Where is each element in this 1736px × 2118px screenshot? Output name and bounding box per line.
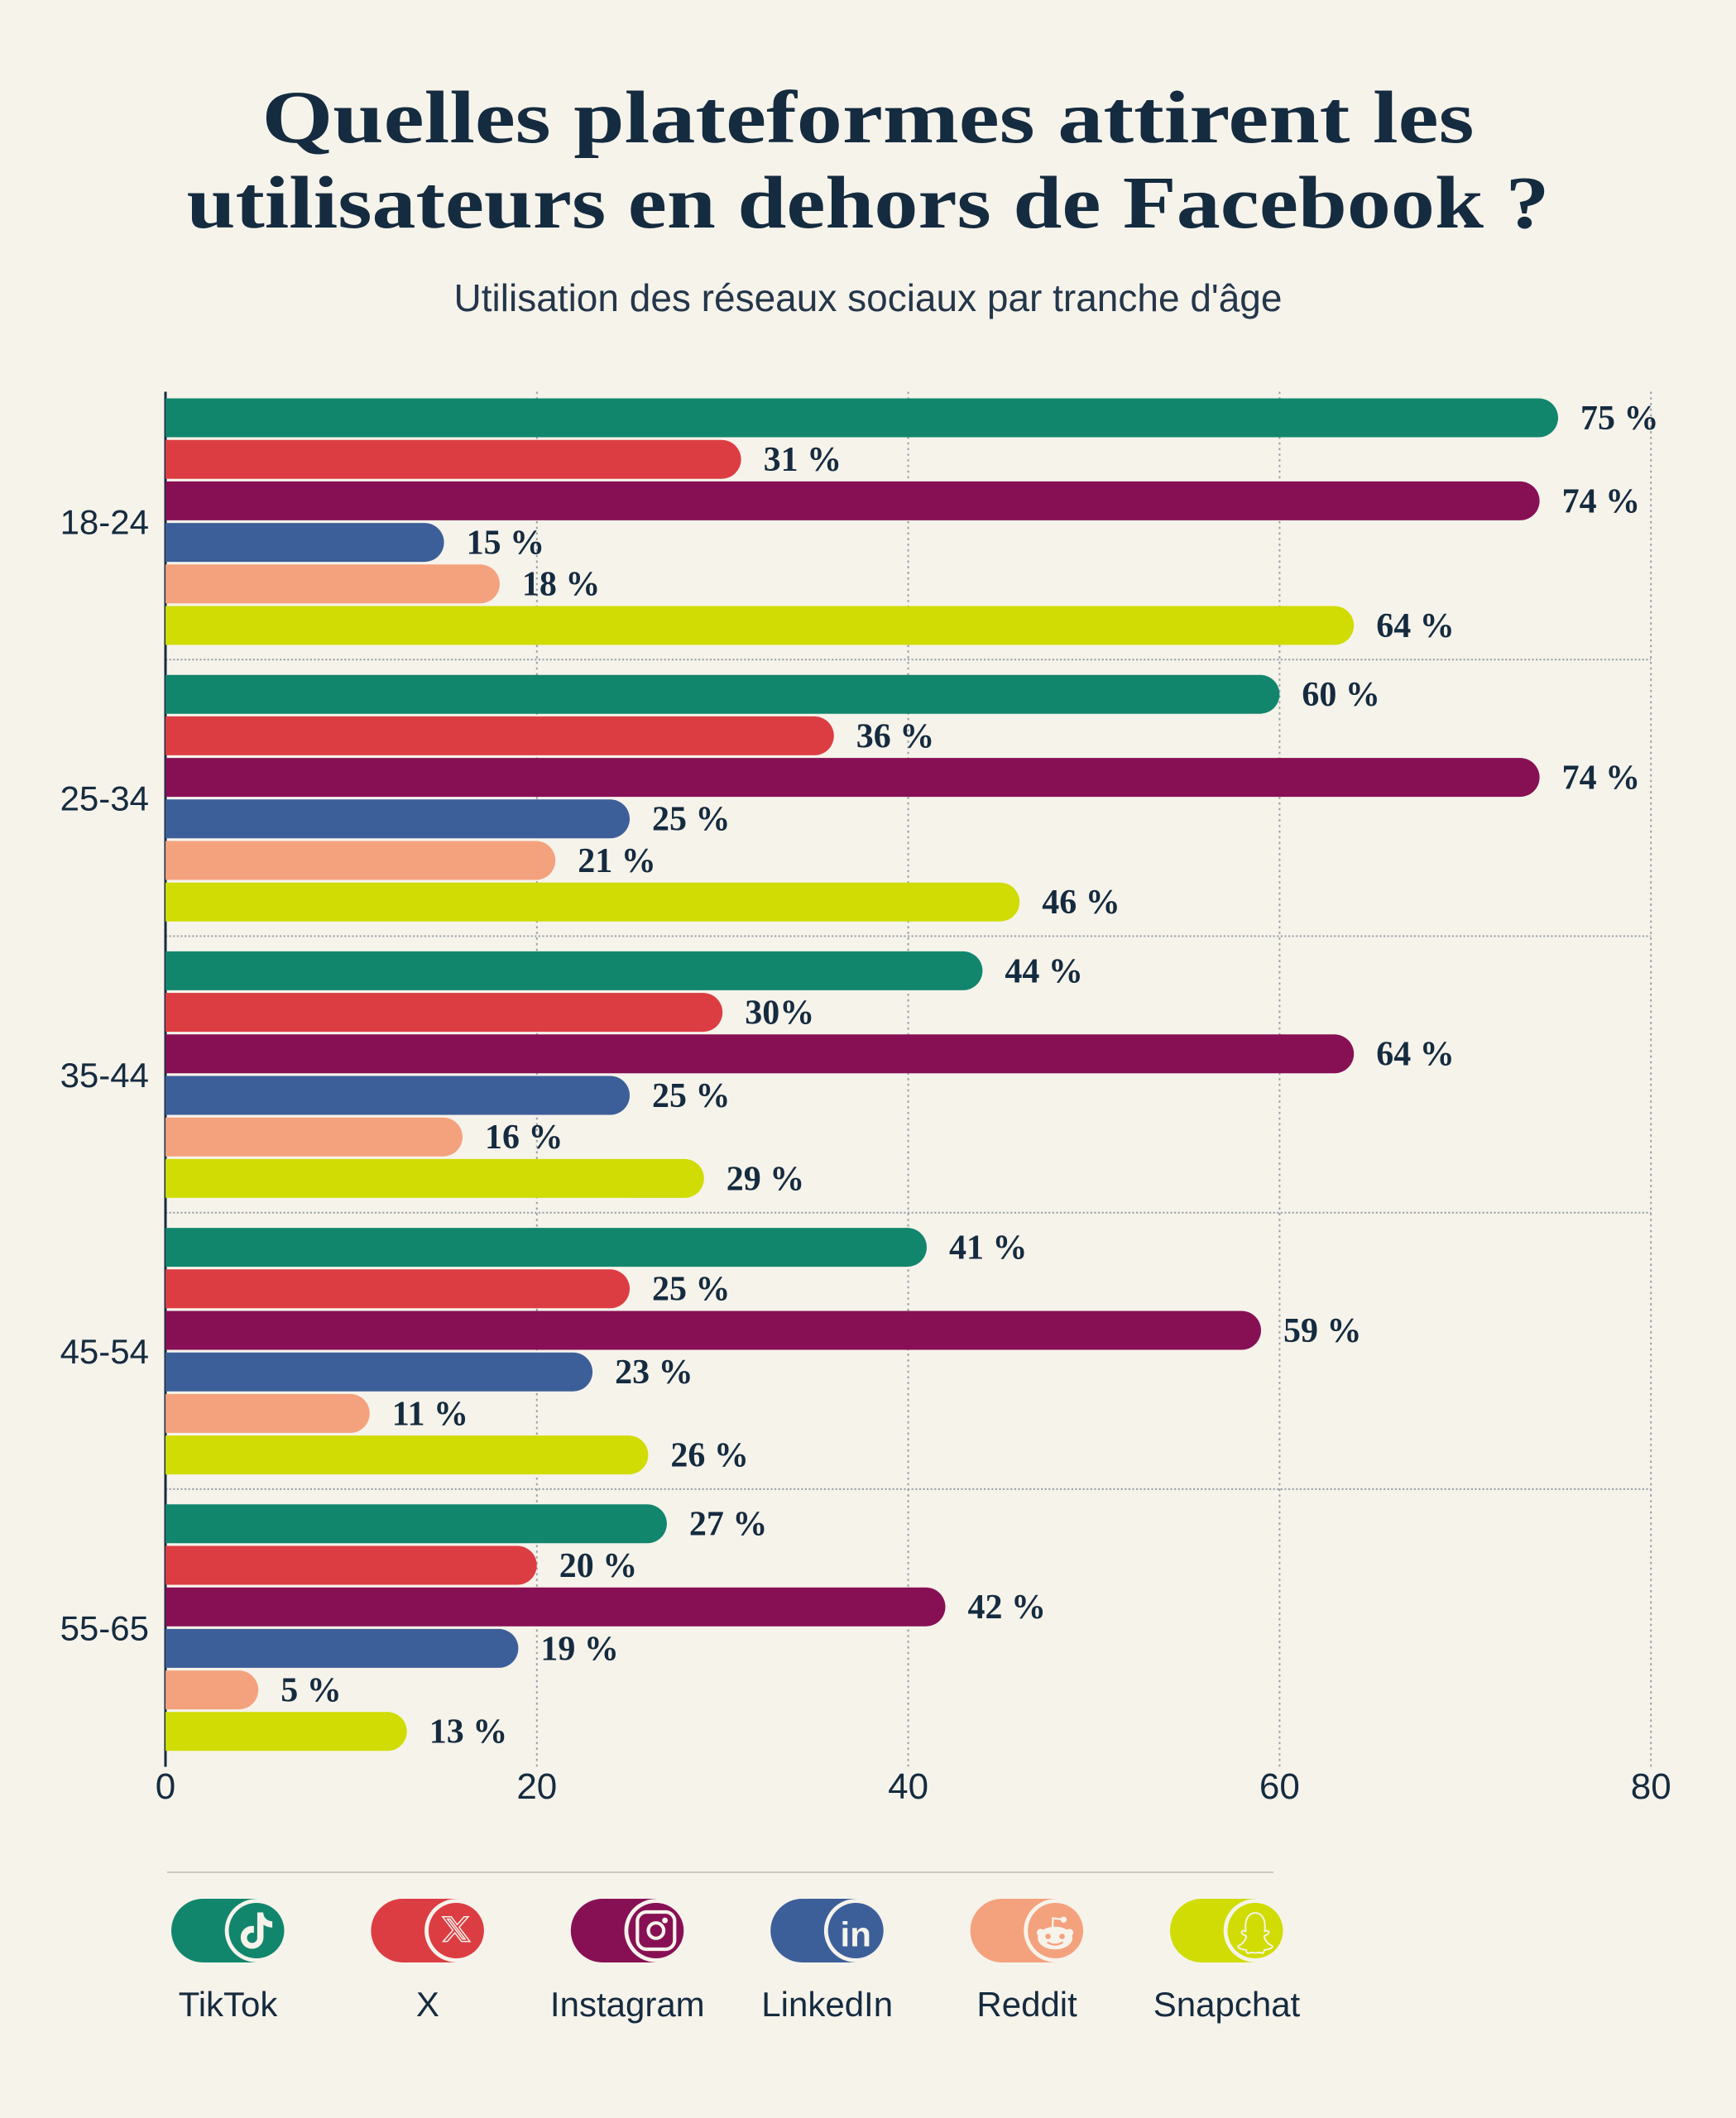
svg-text:5 %: 5 %	[281, 1672, 342, 1710]
svg-text:60: 60	[1259, 1766, 1300, 1807]
svg-text:74 %: 74 %	[1562, 482, 1641, 520]
svg-text:27 %: 27 %	[689, 1506, 768, 1544]
svg-text:29 %: 29 %	[727, 1160, 805, 1198]
svg-text:41 %: 41 %	[949, 1229, 1028, 1267]
svg-text:19 %: 19 %	[540, 1630, 619, 1668]
svg-text:44 %: 44 %	[1005, 952, 1083, 990]
svg-text:25 %: 25 %	[652, 1271, 731, 1309]
svg-text:31 %: 31 %	[764, 441, 842, 479]
svg-text:60 %: 60 %	[1302, 676, 1380, 714]
svg-text:X: X	[416, 1985, 439, 2024]
svg-text:26 %: 26 %	[670, 1437, 749, 1475]
svg-text:18 %: 18 %	[522, 566, 601, 604]
svg-text:20: 20	[516, 1766, 557, 1807]
svg-text:11 %: 11 %	[392, 1395, 468, 1433]
svg-text:Snapchat: Snapchat	[1153, 1985, 1301, 2024]
svg-text:Instagram: Instagram	[550, 1985, 705, 2024]
svg-text:20 %: 20 %	[559, 1547, 638, 1585]
svg-text:13 %: 13 %	[429, 1713, 508, 1751]
svg-text:80: 80	[1631, 1766, 1671, 1807]
svg-text:21 %: 21 %	[578, 842, 656, 880]
svg-text:16 %: 16 %	[485, 1119, 563, 1157]
svg-text:40: 40	[888, 1766, 928, 1807]
svg-text:LinkedIn: LinkedIn	[761, 1985, 893, 2024]
svg-text:25 %: 25 %	[652, 801, 731, 839]
svg-text:30%: 30%	[745, 994, 814, 1033]
svg-text:36 %: 36 %	[856, 717, 935, 755]
svg-text:64 %: 64 %	[1376, 1036, 1455, 1074]
svg-text:25 %: 25 %	[652, 1077, 731, 1115]
svg-text:Utilisation des réseaux sociau: Utilisation des réseaux sociaux par tran…	[454, 276, 1283, 319]
svg-text:42 %: 42 %	[968, 1588, 1047, 1627]
svg-text:35-44: 35-44	[60, 1056, 149, 1095]
svg-text:TikTok: TikTok	[179, 1985, 279, 2024]
svg-text:25-34: 25-34	[60, 779, 149, 818]
svg-text:45-54: 45-54	[60, 1332, 149, 1371]
svg-text:15 %: 15 %	[467, 525, 545, 563]
svg-text:Reddit: Reddit	[976, 1985, 1077, 2024]
svg-text:55-65: 55-65	[60, 1608, 149, 1647]
svg-text:0: 0	[156, 1766, 175, 1807]
svg-text:23 %: 23 %	[615, 1354, 693, 1392]
svg-text:74 %: 74 %	[1562, 760, 1641, 798]
svg-text:in: in	[841, 1915, 871, 1954]
svg-text:64 %: 64 %	[1376, 607, 1455, 645]
svg-text:18-24: 18-24	[60, 503, 149, 542]
svg-text:59 %: 59 %	[1283, 1312, 1362, 1350]
svg-text:75 %: 75 %	[1580, 400, 1659, 438]
svg-text:utilisateurs en dehors de Face: utilisateurs en dehors de Facebook ?	[187, 162, 1550, 244]
svg-text:46 %: 46 %	[1042, 884, 1120, 922]
svg-text:Quelles plateformes attirent l: Quelles plateformes attirent les	[262, 77, 1475, 159]
